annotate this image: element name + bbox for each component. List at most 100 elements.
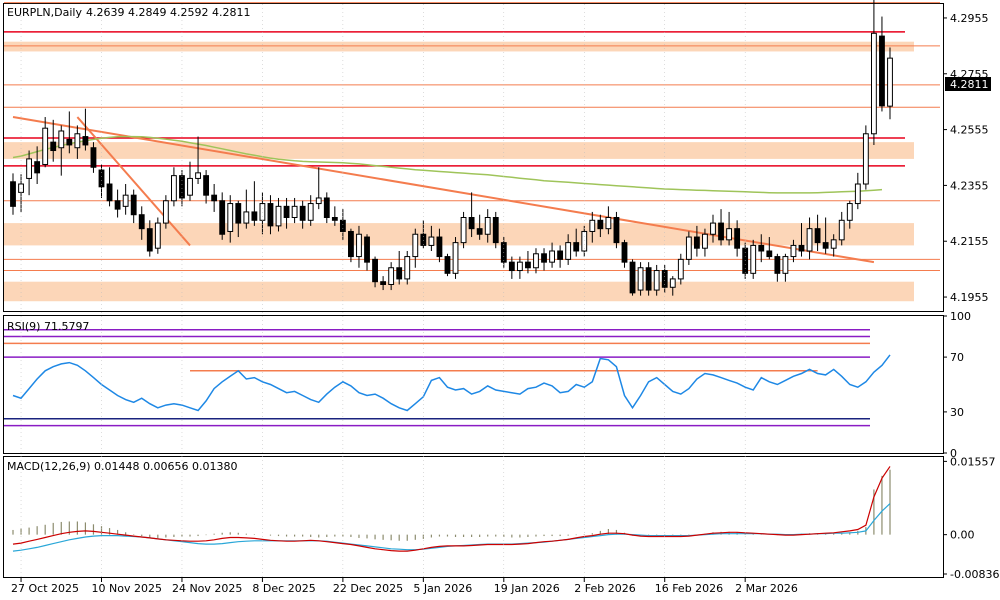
rsi-line bbox=[12, 354, 891, 412]
support-resistance-zone bbox=[4, 281, 914, 302]
bear-candle bbox=[146, 228, 153, 252]
bull-candle bbox=[404, 256, 411, 280]
date-axis-label: 24 Nov 2025 bbox=[172, 582, 242, 595]
rsi-pane-frame[interactable] bbox=[3, 315, 944, 454]
bear-candle bbox=[597, 219, 604, 230]
bear-candle bbox=[34, 161, 41, 174]
date-axis-label: 22 Dec 2025 bbox=[333, 582, 403, 595]
bear-candle bbox=[468, 217, 475, 230]
bull-candle bbox=[846, 203, 853, 221]
bull-candle bbox=[307, 203, 314, 221]
price-axis-label: 4.2955 bbox=[950, 12, 989, 25]
bear-candle bbox=[661, 270, 668, 288]
bear-candle bbox=[66, 138, 73, 146]
macd-axis-label: 0.01557 bbox=[950, 455, 996, 468]
price-plot bbox=[4, 0, 940, 302]
rsi-axis-label: 100 bbox=[950, 310, 971, 323]
bear-candle bbox=[339, 219, 346, 232]
bear-candle bbox=[235, 203, 242, 224]
support-resistance-zone bbox=[4, 142, 914, 159]
bull-candle bbox=[516, 261, 523, 272]
bull-candle bbox=[74, 133, 81, 149]
bear-candle bbox=[348, 230, 354, 258]
bear-candle bbox=[372, 258, 378, 283]
bull-candle bbox=[460, 217, 467, 244]
bull-candle bbox=[227, 203, 234, 232]
bear-candle bbox=[299, 205, 306, 221]
bull-candle bbox=[195, 172, 201, 179]
rsi-axis-label: 30 bbox=[950, 406, 964, 419]
bear-candle bbox=[798, 244, 805, 252]
bull-candle bbox=[669, 278, 676, 288]
bull-candle bbox=[782, 256, 789, 274]
bear-candle bbox=[758, 244, 765, 252]
current-price-tag bbox=[945, 77, 991, 91]
rsi-label: RSI(9) 71.5797 bbox=[7, 320, 89, 333]
price-axis-label: 4.1955 bbox=[950, 291, 989, 304]
current-price-value: 4.2811 bbox=[950, 78, 989, 91]
bear-candle bbox=[106, 183, 113, 202]
bear-candle bbox=[420, 233, 427, 246]
bear-candle bbox=[444, 256, 451, 274]
bull-candle bbox=[388, 267, 395, 285]
bear-candle bbox=[10, 181, 16, 207]
bear-candle bbox=[621, 242, 628, 263]
bull-candle bbox=[862, 133, 869, 185]
price-axis-label: 4.2155 bbox=[950, 235, 989, 248]
date-axis-label: 5 Jan 2026 bbox=[413, 582, 472, 595]
bull-candle bbox=[315, 197, 322, 205]
bear-candle bbox=[879, 35, 885, 107]
bear-candle bbox=[436, 236, 443, 258]
bear-candle bbox=[774, 256, 781, 274]
bull-candle bbox=[685, 236, 692, 260]
date-axis-label: 2 Feb 2026 bbox=[574, 582, 635, 595]
bull-candle bbox=[42, 127, 49, 165]
bull-candle bbox=[171, 175, 177, 202]
bear-candle bbox=[283, 205, 290, 219]
rsi-plot bbox=[4, 328, 891, 427]
bull-candle bbox=[830, 239, 837, 249]
bull-candle bbox=[484, 217, 491, 235]
date-axis-label: 16 Feb 2026 bbox=[655, 582, 723, 595]
bear-candle bbox=[734, 228, 741, 249]
bear-candle bbox=[138, 214, 145, 230]
date-axis-label: 8 Dec 2025 bbox=[252, 582, 315, 595]
bear-candle bbox=[179, 175, 185, 199]
axes: 4.29554.27554.25554.23554.21554.19551007… bbox=[11, 4, 999, 595]
support-resistance-zone bbox=[4, 41, 914, 52]
bull-candle bbox=[790, 244, 797, 258]
bear-candle bbox=[766, 250, 773, 258]
bull-candle bbox=[549, 250, 555, 263]
bear-candle bbox=[814, 228, 821, 244]
price-pane-frame[interactable] bbox=[3, 3, 944, 312]
bear-candle bbox=[211, 194, 218, 202]
bear-candle bbox=[573, 242, 580, 252]
bull-candle bbox=[428, 236, 435, 246]
bear-candle bbox=[645, 267, 652, 291]
bull-candle bbox=[637, 267, 644, 291]
bull-candle bbox=[291, 205, 298, 219]
bull-candle bbox=[677, 258, 684, 280]
bull-candle bbox=[275, 205, 282, 227]
bull-candle bbox=[838, 219, 845, 241]
bear-candle bbox=[525, 261, 531, 269]
bull-candle bbox=[870, 32, 877, 135]
moving-average-line bbox=[12, 135, 883, 194]
macd-label: MACD(12,26,9) 0.01448 0.00656 0.01380 bbox=[7, 460, 238, 473]
bear-candle bbox=[364, 236, 370, 263]
bear-candle bbox=[718, 222, 724, 241]
price-axis-label: 4.2355 bbox=[950, 179, 989, 192]
bull-candle bbox=[854, 183, 861, 205]
symbol-label: EURPLN,Daily bbox=[7, 6, 82, 19]
bear-candle bbox=[613, 217, 620, 244]
bear-candle bbox=[130, 194, 137, 216]
rsi-axis-label: 70 bbox=[950, 351, 964, 364]
bear-candle bbox=[476, 228, 483, 235]
date-axis-label: 10 Nov 2025 bbox=[92, 582, 162, 595]
macd-pane-frame[interactable] bbox=[3, 456, 944, 578]
bear-candle bbox=[82, 136, 89, 146]
bull-candle bbox=[356, 233, 362, 258]
bull-candle bbox=[533, 253, 539, 269]
bull-candle bbox=[887, 57, 893, 107]
